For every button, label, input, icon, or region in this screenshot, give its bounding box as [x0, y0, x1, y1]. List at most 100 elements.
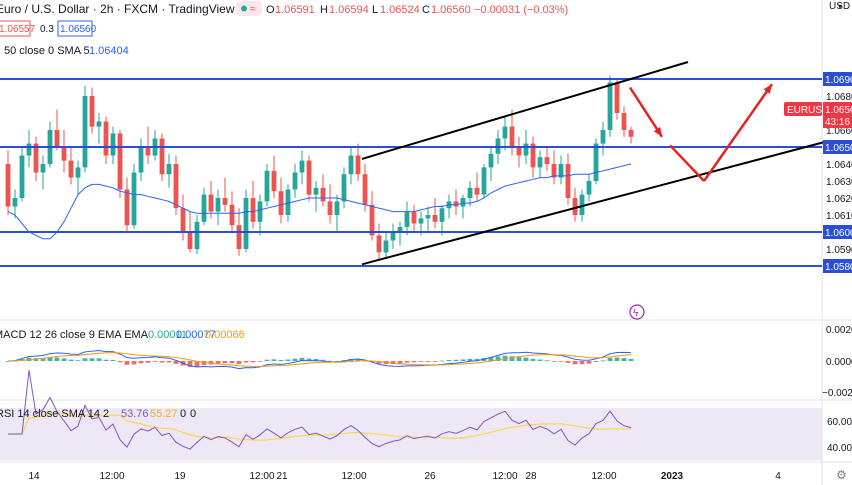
alert-circle[interactable]	[629, 304, 645, 320]
projection-arrow[interactable]	[669, 144, 705, 182]
macd-histogram-bar	[117, 361, 123, 363]
compare-badge[interactable]	[236, 1, 262, 16]
settings-gear-icon[interactable]: ⚙	[836, 468, 847, 482]
ask-value: 1.06560	[60, 24, 97, 35]
macd-histogram-bar	[145, 361, 151, 363]
macd-value: 0.00077	[176, 329, 216, 341]
candle-body	[236, 225, 242, 249]
macd-histogram-bar	[138, 361, 144, 364]
macd-histogram-bar	[124, 361, 130, 365]
candle-body	[411, 211, 417, 224]
macd-histogram-bar	[586, 361, 592, 364]
time-axis-label: 12:00	[591, 471, 616, 482]
time-axis[interactable]: 14 12:00 19 12:00 21 12:00 26 12:00 28 12:00 2023 4	[28, 471, 781, 482]
candle-body	[110, 133, 116, 156]
symbol-title[interactable]: Euro / U.S. Dollar · 2h · FXCM · Trading…	[0, 2, 235, 16]
sma-legend[interactable]: 50 close 0 SMA 5	[4, 45, 90, 57]
projection-arrow[interactable]	[702, 83, 774, 182]
macd-histogram-bar	[96, 358, 102, 361]
currency-dropdown-icon[interactable]: ▾	[838, 2, 842, 11]
lightning-icon: ϟ	[633, 308, 639, 319]
price-axis[interactable]: USD ▾ 1.06801.06701.06601.06401.06301.06…	[823, 1, 852, 273]
candle-body	[579, 194, 585, 215]
bid-ask-widget[interactable]: 1.06557 0.3 1.06560	[0, 20, 97, 37]
macd-histogram-bar	[572, 361, 578, 365]
rsi-value: 53.76	[121, 408, 149, 420]
macd-histogram-bar	[411, 361, 417, 363]
price-level-tag-label: 1.0690	[825, 75, 852, 86]
candle-body	[425, 215, 431, 219]
candle-body	[467, 187, 473, 198]
price-level-tag	[823, 72, 852, 86]
macd-line	[7, 350, 632, 370]
candle-body	[362, 174, 368, 205]
macd-histogram-bar	[537, 359, 543, 361]
price-axis-label: 1.0630	[826, 177, 852, 188]
macd-histogram-bar	[341, 360, 347, 361]
macd-histogram	[5, 355, 634, 367]
time-axis-label: 14	[28, 471, 40, 482]
candle-body	[180, 208, 186, 232]
price-axis-label: 1.0640	[826, 160, 852, 171]
candle-body	[243, 198, 249, 249]
candle-body	[145, 147, 151, 156]
candle-body	[558, 164, 564, 178]
header-legend: Euro / U.S. Dollar · 2h · FXCM · Trading…	[0, 1, 568, 16]
candle-body	[215, 198, 221, 212]
macd-hist-value: 0.00011	[148, 329, 187, 341]
candle-body	[40, 164, 46, 173]
candle-body	[33, 143, 39, 173]
candle-body	[397, 226, 403, 232]
last-price-value: 1.06560	[825, 105, 852, 116]
channel-upper-line[interactable]	[361, 61, 689, 160]
wave-icon: ≈	[250, 4, 256, 15]
candle-body	[565, 164, 571, 198]
macd-histogram-bar	[222, 361, 228, 363]
macd-histogram-bar	[40, 358, 46, 361]
macd-histogram-bar	[565, 361, 571, 363]
macd-legend[interactable]: MACD 12 26 close 9 EMA EMA	[0, 329, 149, 341]
macd-histogram-bar	[607, 357, 613, 361]
rsi-band	[0, 408, 822, 460]
spread-value: 0.3	[40, 24, 54, 35]
macd-histogram-bar	[404, 361, 410, 363]
ask-box[interactable]	[57, 20, 93, 37]
candle-body	[369, 204, 375, 236]
macd-histogram-bar	[243, 361, 249, 363]
macd-histogram-bar	[509, 356, 515, 361]
macd-histogram-bar	[530, 358, 536, 361]
candle-body	[544, 157, 550, 164]
candle-body	[551, 164, 557, 178]
macd-histogram-bar	[495, 356, 501, 361]
rsi-axis-label-40: 40.00	[827, 443, 852, 454]
candle-body	[593, 143, 599, 181]
projection-arrow[interactable]	[628, 86, 664, 138]
bid-box[interactable]	[0, 20, 31, 37]
macd-histogram-bar	[299, 357, 305, 361]
macd-histogram-bar	[166, 361, 172, 363]
candle-body	[334, 201, 340, 215]
candles-layer	[5, 75, 634, 261]
candle-body	[117, 133, 123, 190]
projection-arrows-layer	[628, 83, 774, 182]
candle-body	[166, 164, 172, 175]
macd-histogram-bar	[131, 361, 137, 365]
price-level-tag-label: 1.0580	[825, 262, 852, 273]
channel-lower-line[interactable]	[361, 140, 826, 266]
macd-histogram-bar	[425, 361, 431, 362]
symbol-tag-label: EURUSD	[787, 105, 829, 116]
macd-histogram-bar	[579, 361, 585, 365]
projection-arrow-head	[763, 84, 772, 94]
ohlc-l-label: L	[372, 4, 378, 16]
rsi-legend[interactable]: RSI 14 close SMA 14 2	[0, 408, 109, 420]
sma-line	[7, 163, 632, 240]
macd-histogram-bar	[544, 360, 550, 362]
candle-body	[201, 194, 207, 222]
candle-body	[327, 201, 333, 215]
price-axis-label: 1.0620	[826, 194, 852, 205]
macd-histogram-bar	[446, 359, 452, 361]
alert-icon[interactable]: ϟ	[629, 304, 645, 320]
candle-body	[194, 221, 200, 249]
macd-histogram-bar	[628, 358, 634, 361]
